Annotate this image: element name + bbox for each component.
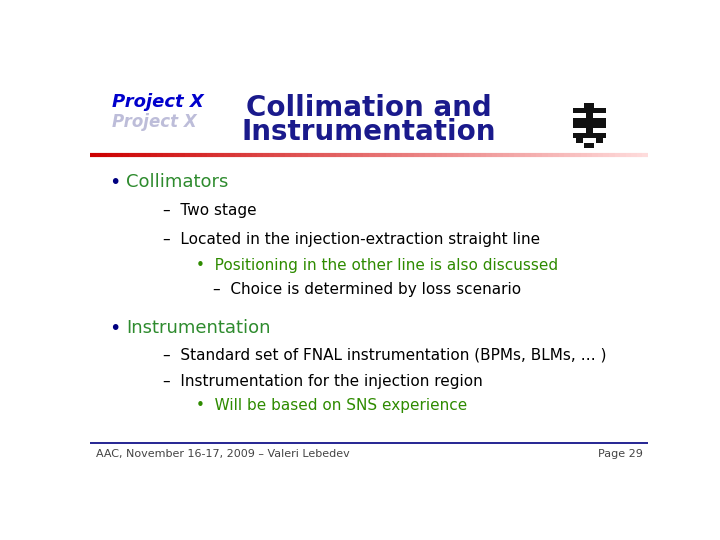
- Text: –  Instrumentation for the injection region: – Instrumentation for the injection regi…: [163, 374, 482, 389]
- Text: Project X: Project X: [112, 113, 197, 131]
- Bar: [585, 143, 595, 148]
- Text: Collimation and: Collimation and: [246, 94, 492, 123]
- Bar: [596, 138, 603, 143]
- Bar: [576, 108, 582, 113]
- Bar: [572, 118, 606, 123]
- Bar: [585, 103, 595, 108]
- Text: Page 29: Page 29: [598, 449, 642, 458]
- Text: Instrumentation: Instrumentation: [242, 118, 496, 146]
- Text: –  Located in the injection-extraction straight line: – Located in the injection-extraction st…: [163, 232, 540, 247]
- Bar: [586, 128, 593, 133]
- Text: •  Positioning in the other line is also discussed: • Positioning in the other line is also …: [196, 258, 558, 273]
- Text: Instrumentation: Instrumentation: [126, 319, 271, 338]
- Bar: [596, 108, 603, 113]
- Text: –  Standard set of FNAL instrumentation (BPMs, BLMs, … ): – Standard set of FNAL instrumentation (…: [163, 348, 606, 362]
- Text: Collimators: Collimators: [126, 173, 229, 191]
- Bar: [572, 133, 606, 138]
- Text: •: •: [109, 319, 121, 338]
- Text: AAC, November 16-17, 2009 – Valeri Lebedev: AAC, November 16-17, 2009 – Valeri Lebed…: [96, 449, 349, 458]
- Bar: [576, 138, 582, 143]
- Text: Project X: Project X: [112, 93, 204, 111]
- Text: –  Choice is determined by loss scenario: – Choice is determined by loss scenario: [213, 282, 521, 297]
- Bar: [586, 113, 593, 118]
- Text: •  Will be based on SNS experience: • Will be based on SNS experience: [196, 398, 467, 413]
- Text: •: •: [109, 173, 121, 192]
- Bar: [572, 108, 606, 113]
- Text: –  Two stage: – Two stage: [163, 203, 256, 218]
- Bar: [572, 123, 606, 128]
